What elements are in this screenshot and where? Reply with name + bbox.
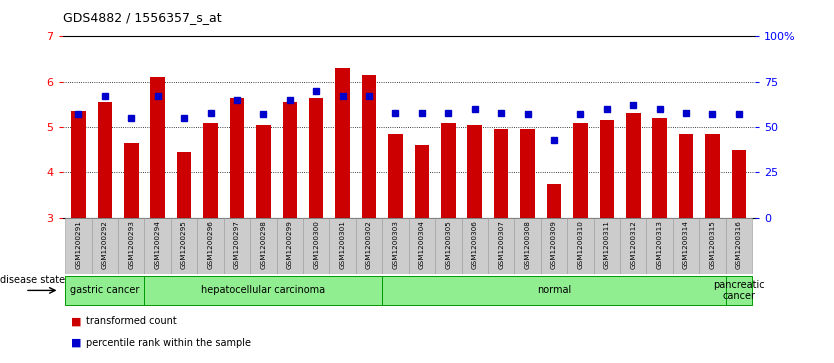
- Text: pancreatic
cancer: pancreatic cancer: [713, 280, 765, 301]
- Text: GSM1200308: GSM1200308: [525, 220, 530, 269]
- Text: GSM1200299: GSM1200299: [287, 220, 293, 269]
- Bar: [277, 218, 303, 274]
- Bar: [494, 129, 509, 218]
- Bar: [250, 218, 277, 274]
- Text: GSM1200293: GSM1200293: [128, 220, 134, 269]
- Bar: [573, 123, 588, 218]
- Bar: [329, 218, 356, 274]
- Text: GSM1200315: GSM1200315: [710, 220, 716, 269]
- Bar: [679, 134, 693, 218]
- Bar: [124, 143, 138, 218]
- Text: disease state: disease state: [0, 275, 65, 285]
- Bar: [65, 218, 92, 274]
- Bar: [98, 102, 112, 218]
- Bar: [520, 129, 535, 218]
- Bar: [461, 218, 488, 274]
- Bar: [515, 218, 540, 274]
- Bar: [646, 218, 673, 274]
- Bar: [171, 218, 198, 274]
- Text: GSM1200298: GSM1200298: [260, 220, 266, 269]
- Text: GSM1200301: GSM1200301: [339, 220, 345, 269]
- Text: GSM1200307: GSM1200307: [498, 220, 504, 269]
- Bar: [435, 218, 461, 274]
- Bar: [382, 276, 726, 305]
- Bar: [144, 276, 382, 305]
- Bar: [673, 218, 699, 274]
- Bar: [726, 276, 752, 305]
- Bar: [283, 102, 297, 218]
- Bar: [652, 118, 667, 218]
- Text: GSM1200312: GSM1200312: [631, 220, 636, 269]
- Text: gastric cancer: gastric cancer: [70, 285, 139, 295]
- Bar: [567, 218, 594, 274]
- Text: GSM1200316: GSM1200316: [736, 220, 742, 269]
- Text: GSM1200305: GSM1200305: [445, 220, 451, 269]
- Text: GSM1200309: GSM1200309: [551, 220, 557, 269]
- Bar: [382, 218, 409, 274]
- Bar: [229, 98, 244, 218]
- Bar: [731, 150, 746, 218]
- Text: hepatocellular carcinoma: hepatocellular carcinoma: [201, 285, 325, 295]
- Bar: [547, 184, 561, 218]
- Bar: [335, 68, 350, 218]
- Text: GSM1200306: GSM1200306: [472, 220, 478, 269]
- Bar: [118, 218, 144, 274]
- Bar: [256, 125, 270, 218]
- Bar: [540, 218, 567, 274]
- Bar: [71, 111, 86, 218]
- Text: normal: normal: [537, 285, 571, 295]
- Bar: [467, 125, 482, 218]
- Bar: [92, 218, 118, 274]
- Bar: [65, 276, 144, 305]
- Bar: [198, 218, 224, 274]
- Text: GSM1200311: GSM1200311: [604, 220, 610, 269]
- Text: GSM1200310: GSM1200310: [577, 220, 584, 269]
- Bar: [203, 123, 218, 218]
- Bar: [441, 123, 455, 218]
- Text: GSM1200314: GSM1200314: [683, 220, 689, 269]
- Bar: [488, 218, 515, 274]
- Text: GSM1200294: GSM1200294: [154, 220, 161, 269]
- Text: GSM1200300: GSM1200300: [314, 220, 319, 269]
- Bar: [699, 218, 726, 274]
- Text: GSM1200313: GSM1200313: [656, 220, 663, 269]
- Bar: [594, 218, 620, 274]
- Bar: [409, 218, 435, 274]
- Text: GSM1200304: GSM1200304: [419, 220, 425, 269]
- Bar: [309, 98, 324, 218]
- Bar: [177, 152, 191, 218]
- Bar: [706, 134, 720, 218]
- Text: GSM1200295: GSM1200295: [181, 220, 187, 269]
- Bar: [600, 120, 614, 218]
- Bar: [150, 77, 165, 218]
- Text: GDS4882 / 1556357_s_at: GDS4882 / 1556357_s_at: [63, 11, 221, 24]
- Text: ■: ■: [71, 316, 85, 326]
- Text: transformed count: transformed count: [86, 316, 177, 326]
- Bar: [144, 218, 171, 274]
- Bar: [303, 218, 329, 274]
- Bar: [356, 218, 382, 274]
- Text: GSM1200303: GSM1200303: [393, 220, 399, 269]
- Text: ■: ■: [71, 338, 85, 348]
- Bar: [726, 218, 752, 274]
- Text: percentile rank within the sample: percentile rank within the sample: [86, 338, 251, 348]
- Bar: [224, 218, 250, 274]
- Text: GSM1200297: GSM1200297: [234, 220, 240, 269]
- Bar: [626, 113, 641, 218]
- Text: GSM1200296: GSM1200296: [208, 220, 214, 269]
- Bar: [362, 75, 376, 218]
- Text: GSM1200302: GSM1200302: [366, 220, 372, 269]
- Bar: [388, 134, 403, 218]
- Text: GSM1200292: GSM1200292: [102, 220, 108, 269]
- Bar: [620, 218, 646, 274]
- Text: GSM1200291: GSM1200291: [75, 220, 82, 269]
- Bar: [414, 145, 430, 218]
